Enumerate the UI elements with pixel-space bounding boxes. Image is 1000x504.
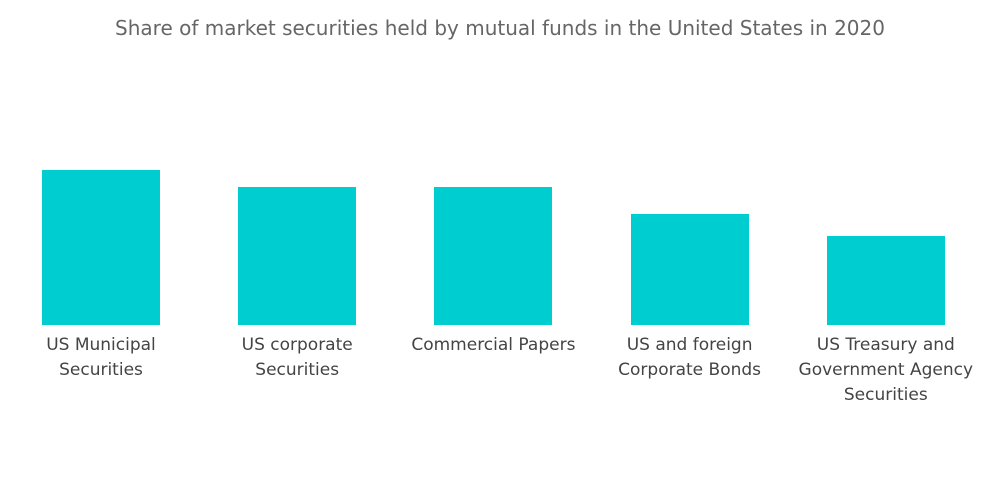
bar — [630, 214, 749, 325]
x-tick-label: US corporate Securities — [241, 335, 353, 380]
bar — [826, 236, 945, 325]
x-tick-label: Commercial Papers — [411, 335, 576, 355]
x-tick-label: US Treasury and Government Agency Securi… — [798, 335, 974, 405]
x-tick-label: US Municipal Securities — [46, 335, 156, 380]
x-tick-label: US and foreign Corporate Bonds — [618, 335, 762, 380]
bar — [238, 186, 357, 325]
chart-title: Share of market securities held by mutua… — [115, 16, 885, 40]
bar — [42, 170, 160, 325]
bar — [434, 186, 553, 325]
